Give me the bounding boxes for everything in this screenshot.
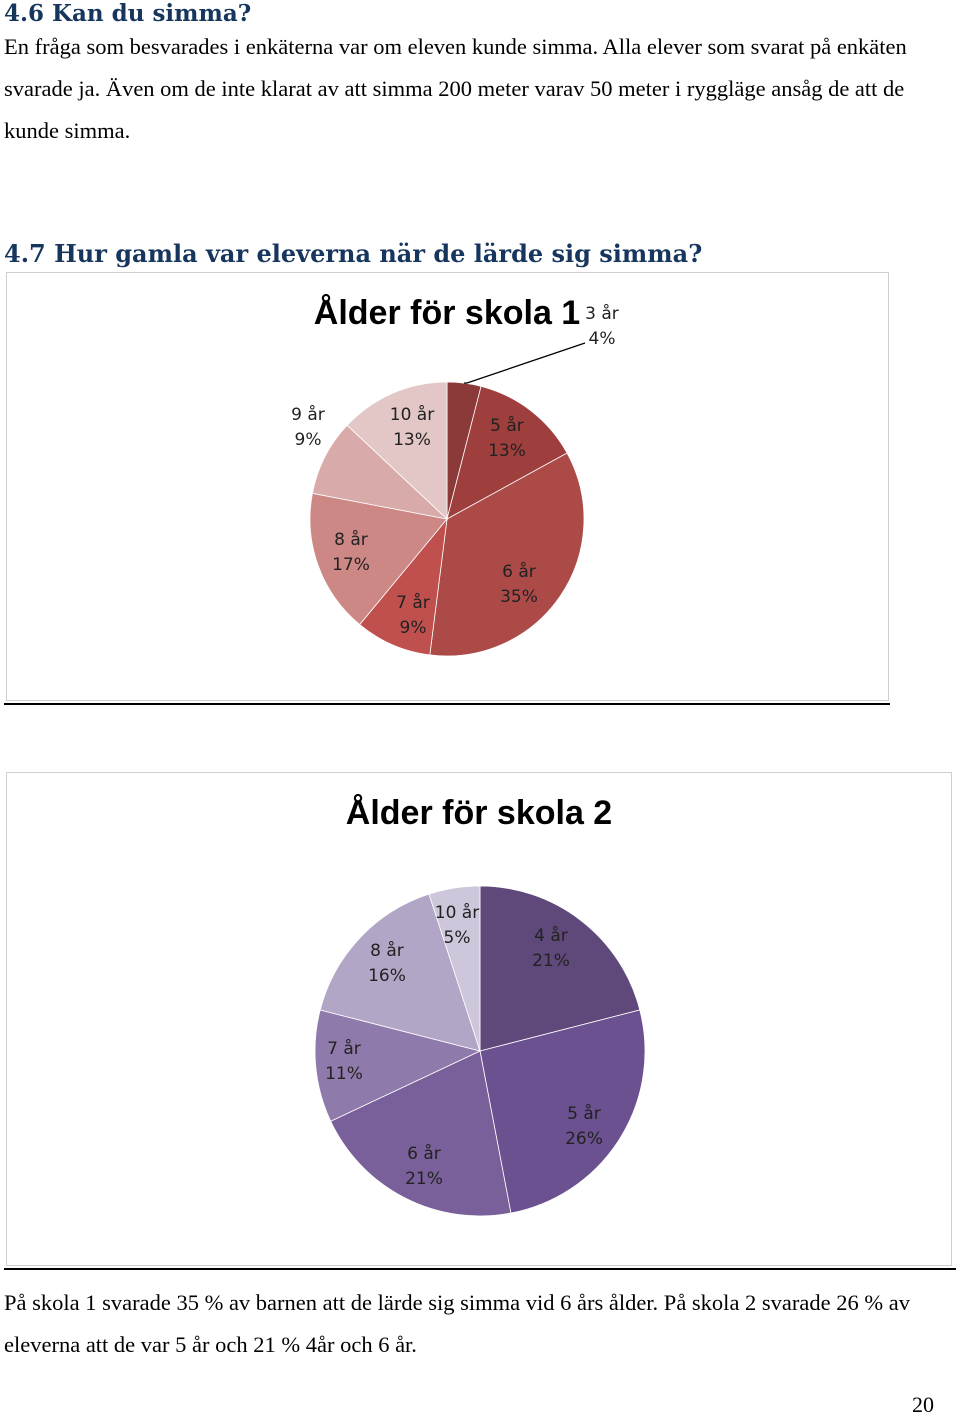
pie-slice-10-år [428,885,481,1052]
section-heading-4-6: 4.6 Kan du simma? [4,0,252,27]
slice-category-label: 3 år [585,303,619,324]
pie-slice-5-år [446,385,568,520]
slice-percent-label: 21% [405,1169,443,1189]
slice-percent-label: 35% [500,587,538,607]
slice-category-label: 10 år [390,404,434,425]
slice-category-label: 9 år [291,404,325,425]
pie-slice-8-år [309,492,448,626]
slice-percent-label: 16% [368,966,406,986]
slice-percent-label: 9% [400,618,427,638]
pie-slice-4-år [479,885,641,1052]
slice-category-label: 8 år [334,529,368,550]
slice-percent-label: 26% [565,1129,603,1149]
pie-slice-6-år [330,1050,512,1217]
slice-category-label: 7 år [327,1038,361,1059]
slice-percent-label: 13% [488,441,526,461]
chart-title: Ålder för skola 2 [346,794,612,832]
divider-line [4,1268,956,1270]
slice-category-label: 4 år [534,925,568,946]
pie-slice-6-år [429,452,585,657]
slice-category-label: 5 år [567,1103,601,1124]
leader-line [464,342,586,384]
slice-percent-label: 4% [589,329,616,349]
divider-line [4,703,890,705]
section-4-6-paragraph: En fråga som besvarades i enkäterna var … [4,34,907,143]
slice-category-label: 10 år [435,902,479,923]
slice-percent-label: 11% [325,1064,363,1084]
slice-category-label: 5 år [490,415,524,436]
slice-percent-label: 17% [332,555,370,575]
slice-percent-label: 5% [444,928,471,948]
summary-paragraph: På skola 1 svarade 35 % av barnen att de… [4,1290,910,1357]
page-number: 20 [912,1392,934,1417]
slice-percent-label: 9% [295,430,322,450]
slice-percent-label: 21% [532,951,570,971]
slice-category-label: 7 år [396,592,430,613]
pie-slice-7-år [314,1009,482,1122]
pie-slice-5-år [479,1009,646,1214]
pie-chart-school-1: Ålder för skola 1 3 år 4% 5 år 13% 6 år 35% 7 … [291,294,619,657]
pie-slice-8-år [319,893,481,1052]
pie-slice-10-år [346,381,448,520]
pie-chart-school-2: Ålder för skola 2 4 år 21% 5 år 26% 6 år 21% 7… [314,794,646,1217]
chart-title: Ålder för skola 1 [314,294,580,332]
slice-percent-label: 13% [393,430,431,450]
slice-category-label: 6 år [502,561,536,582]
slice-category-label: 6 år [407,1143,441,1164]
slice-category-label: 8 år [370,940,404,961]
section-heading-4-7: 4.7 Hur gamla var eleverna när de lärde … [4,239,703,268]
